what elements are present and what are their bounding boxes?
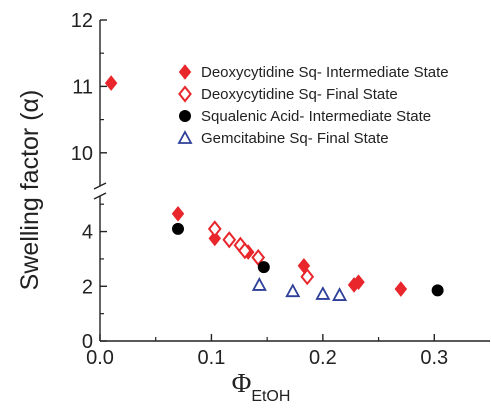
data-point-series-1	[104, 75, 118, 91]
x-tick-label: 0.0	[86, 347, 114, 369]
legend-marker	[178, 85, 192, 103]
data-point-series-3	[172, 222, 184, 235]
y-tick-label: 4	[82, 222, 93, 244]
legend-entry-label: Squalenic Acid- Intermediate State	[201, 108, 431, 125]
y-tick-label: 2	[82, 276, 93, 298]
data-point-series-4	[332, 287, 348, 301]
legend-entry-label: Deoxycytidine Sq- Final State	[201, 86, 398, 103]
data-point-series-2	[251, 248, 266, 267]
data-point-series-2	[222, 231, 237, 249]
data-point-series-1	[352, 274, 365, 290]
data-point-series-2	[207, 220, 222, 238]
data-point-series-1	[208, 230, 222, 247]
axes	[93, 20, 490, 342]
data-point-series-3	[257, 261, 270, 274]
y-axis-label: Swelling factor (α)	[16, 90, 44, 291]
data-point-series-4	[251, 277, 267, 291]
ticks: 0.0 0.1 0.2 0.3 0 2 4 10 11 12	[71, 10, 448, 369]
legend: Deoxycytidine Sq- Intermediate State Deox…	[177, 64, 449, 147]
x-tick-label: 0.2	[309, 347, 337, 369]
legend-marker	[179, 110, 191, 122]
data-point-series-2	[237, 242, 252, 260]
legend-entry-label: Gemcitabine Sq- Final State	[201, 130, 389, 147]
legend-marker	[177, 130, 193, 144]
data-point-series-3	[431, 284, 444, 297]
data-point-series-4	[315, 286, 331, 300]
y-axis-label-text: Swelling factor (	[16, 112, 44, 291]
data-points	[104, 75, 444, 301]
x-axis-label: ΦEtOH	[232, 368, 291, 405]
y-tick-label: 11	[72, 76, 93, 98]
data-point-series-1	[171, 205, 185, 222]
x-tick-label: 0.3	[420, 347, 448, 369]
y-tick-label: 12	[71, 10, 93, 32]
legend-marker	[178, 64, 192, 80]
y-axis-label-symbol: α	[16, 98, 44, 112]
x-tick-label: 0.1	[198, 347, 226, 369]
legend-entry-label: Deoxycytidine Sq- Intermediate State	[201, 64, 449, 81]
y-tick-label: 0	[82, 331, 93, 353]
y-axis-label-close: )	[16, 90, 44, 98]
x-axis-label-symbol: Φ	[232, 368, 252, 398]
x-axis-label-subscript: EtOH	[251, 388, 290, 405]
data-point-series-1	[394, 281, 408, 297]
axis-break-mark	[93, 182, 107, 190]
axis-break-mark	[93, 192, 107, 200]
data-point-series-4	[285, 283, 301, 298]
data-point-series-2	[300, 268, 315, 286]
y-tick-label: 10	[71, 143, 93, 165]
